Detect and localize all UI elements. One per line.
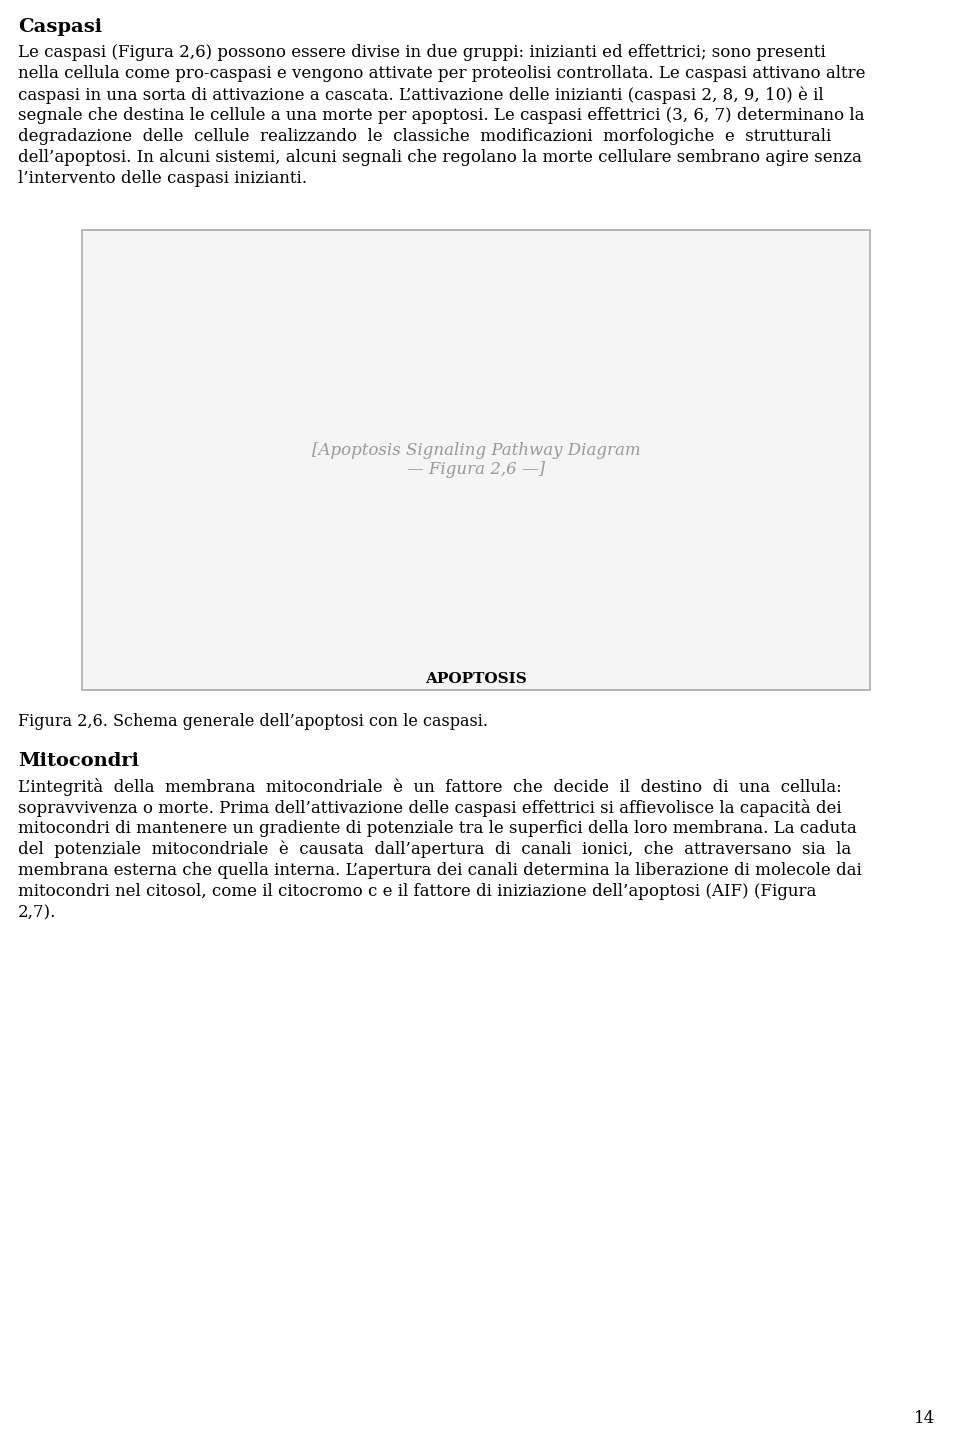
Bar	[82, 231, 870, 691]
Text: segnale che destina le cellule a una morte per apoptosi. Le caspasi effettrici (: segnale che destina le cellule a una mor…	[18, 107, 865, 123]
Text: degradazione  delle  cellule  realizzando  le  classiche  modificazioni  morfolo: degradazione delle cellule realizzando l…	[18, 128, 831, 145]
Text: Le caspasi (Figura 2,6) possono essere divise in due gruppi: inizianti ed effett: Le caspasi (Figura 2,6) possono essere d…	[18, 44, 826, 61]
Text: mitocondri nel citosol, come il citocromo c e il fattore di iniziazione dell’apo: mitocondri nel citosol, come il citocrom…	[18, 884, 816, 900]
Text: 2,7).: 2,7).	[18, 904, 57, 921]
Text: APOPTOSIS: APOPTOSIS	[425, 672, 527, 686]
Text: Figura 2,6. Schema generale dell’apoptosi con le caspasi.: Figura 2,6. Schema generale dell’apoptos…	[18, 712, 488, 730]
Text: Mitocondri: Mitocondri	[18, 752, 139, 770]
Text: 14: 14	[914, 1410, 935, 1426]
Text: mitocondri di mantenere un gradiente di potenziale tra le superfici della loro m: mitocondri di mantenere un gradiente di …	[18, 820, 856, 837]
Text: del  potenziale  mitocondriale  è  causata  dall’apertura  di  canali  ionici,  : del potenziale mitocondriale è causata d…	[18, 842, 852, 859]
Text: caspasi in una sorta di attivazione a cascata. L’attivazione delle inizianti (ca: caspasi in una sorta di attivazione a ca…	[18, 86, 824, 103]
Text: membrana esterna che quella interna. L’apertura dei canali determina la liberazi: membrana esterna che quella interna. L’a…	[18, 862, 862, 879]
Text: L’integrità  della  membrana  mitocondriale  è  un  fattore  che  decide  il  de: L’integrità della membrana mitocondriale…	[18, 778, 842, 797]
Text: Caspasi: Caspasi	[18, 17, 102, 36]
Text: l’intervento delle caspasi inizianti.: l’intervento delle caspasi inizianti.	[18, 170, 307, 187]
Text: nella cellula come pro-caspasi e vengono attivate per proteolisi controllata. Le: nella cellula come pro-caspasi e vengono…	[18, 65, 866, 83]
Text: sopravvivenza o morte. Prima dell’attivazione delle caspasi effettrici si affiev: sopravvivenza o morte. Prima dell’attiva…	[18, 800, 842, 817]
Text: dell’apoptosi. In alcuni sistemi, alcuni segnali che regolano la morte cellulare: dell’apoptosi. In alcuni sistemi, alcuni…	[18, 149, 862, 165]
Text: [Apoptosis Signaling Pathway Diagram
— Figura 2,6 —]: [Apoptosis Signaling Pathway Diagram — F…	[312, 441, 640, 479]
